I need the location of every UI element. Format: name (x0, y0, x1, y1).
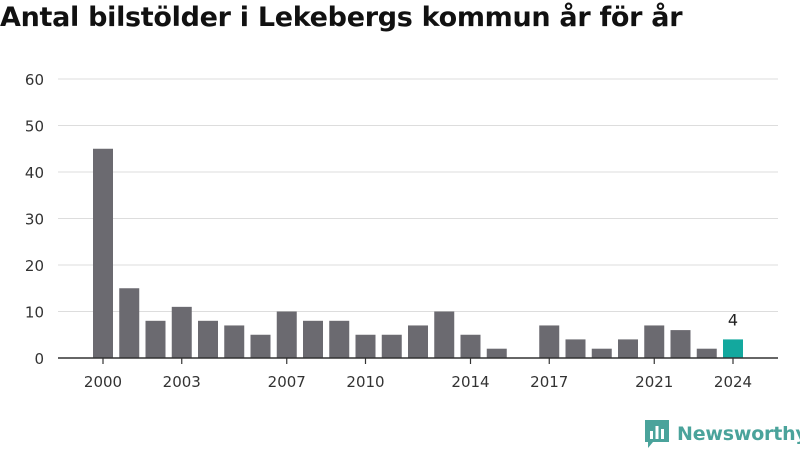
bar-chart: 0 10 20 30 40 50 60 2000 2003 2007 2010 2014 2017 202… (25, 71, 778, 391)
bar-2019 (591, 348, 612, 358)
bar-2012 (408, 325, 428, 358)
bar-2018 (565, 339, 586, 358)
x-tick-label: 2007 (268, 373, 306, 391)
x-tick-label: 2003 (163, 373, 201, 391)
bar-2022 (670, 330, 691, 358)
bar-2024 (723, 339, 743, 358)
y-tick-label: 30 (25, 211, 44, 229)
bar-2006 (250, 334, 271, 358)
x-tick-label: 2017 (530, 373, 568, 391)
bar-2010 (355, 334, 376, 358)
bar-2007 (276, 311, 297, 358)
bar-2013 (434, 311, 455, 358)
y-tick-label: 20 (25, 257, 44, 275)
x-tick-label: 2014 (451, 373, 489, 391)
bar-2023 (696, 348, 717, 358)
y-tick-label: 0 (34, 350, 44, 368)
newsworthy-logo[interactable]: Newsworthy (645, 420, 800, 448)
bar-2017 (539, 325, 560, 358)
data-label: 4 (728, 310, 738, 329)
x-tick-label: 2021 (635, 373, 673, 391)
chart-title: Antal bilstölder i Lekebergs kommun år f… (0, 2, 683, 33)
bar-2009 (329, 320, 350, 358)
bar-2008 (303, 320, 323, 358)
x-tick-label: 2000 (84, 373, 122, 391)
bar-2003 (171, 306, 192, 358)
bar-2002 (145, 320, 166, 358)
bar-2005 (224, 325, 245, 358)
bar-2020 (618, 339, 638, 358)
brand-name: Newsworthy (677, 423, 800, 445)
y-tick-label: 60 (25, 71, 44, 89)
y-tick-label: 50 (25, 118, 44, 136)
x-tick-label: 2024 (714, 373, 752, 391)
bar-2014 (460, 334, 481, 358)
y-tick-label: 10 (25, 304, 44, 322)
bar-2015 (486, 348, 507, 358)
bar-2001 (119, 288, 140, 358)
y-tick-label: 40 (25, 164, 44, 182)
bar-2000 (93, 148, 113, 358)
bar-2021 (644, 325, 665, 358)
x-tick-label: 2010 (346, 373, 384, 391)
bar-2011 (381, 334, 402, 358)
bar-2004 (198, 320, 218, 358)
newsworthy-logo-icon (645, 420, 669, 448)
